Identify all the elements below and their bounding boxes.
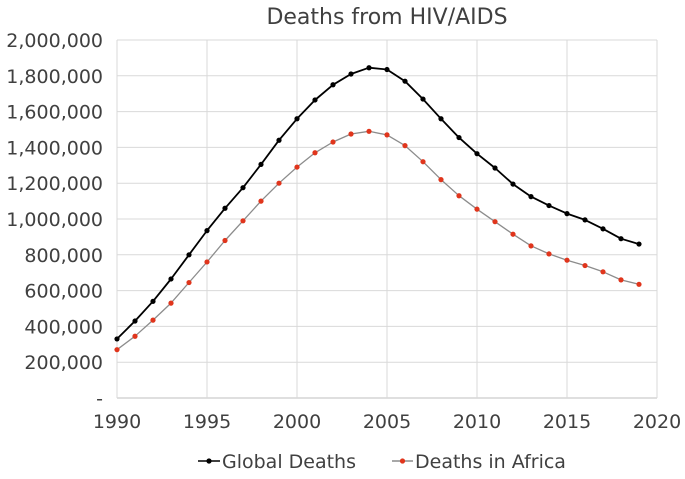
y-tick-label: 1,400,000 — [6, 137, 103, 159]
data-point — [546, 251, 552, 257]
data-point — [294, 164, 300, 170]
data-point — [510, 231, 516, 237]
x-tick-label: 2010 — [453, 411, 501, 433]
data-point — [474, 206, 480, 212]
data-point — [438, 177, 444, 183]
y-tick-label: 1,600,000 — [6, 102, 103, 124]
data-point — [312, 97, 318, 103]
y-tick-label: 1,800,000 — [6, 66, 103, 88]
data-point — [510, 181, 516, 187]
y-tick-label: 200,000 — [24, 352, 103, 374]
data-point — [384, 66, 390, 73]
data-point — [168, 276, 174, 282]
data-point — [294, 116, 300, 122]
x-tick-label: 2000 — [273, 411, 321, 433]
data-point — [132, 318, 138, 324]
data-point — [582, 217, 588, 223]
data-point — [564, 257, 570, 263]
data-point — [618, 236, 624, 242]
y-tick-label: - — [96, 388, 103, 410]
data-point — [312, 150, 318, 156]
data-point — [258, 161, 264, 168]
y-tick-label: 1,000,000 — [6, 209, 103, 231]
data-point — [258, 198, 264, 204]
data-point — [366, 128, 372, 134]
data-point — [240, 185, 246, 191]
series-line — [116, 130, 640, 351]
data-point — [636, 241, 642, 247]
data-point — [132, 333, 138, 339]
x-tick-label: 2020 — [633, 411, 681, 433]
y-tick-label: 2,000,000 — [6, 30, 103, 52]
data-point — [366, 65, 372, 71]
data-point — [420, 159, 426, 165]
data-point — [240, 218, 246, 224]
data-point — [600, 226, 606, 232]
data-point — [330, 139, 336, 145]
data-point — [348, 71, 354, 77]
gridlines — [116, 39, 658, 399]
data-point — [600, 269, 606, 275]
data-point — [186, 252, 192, 258]
chart-title: Deaths from HIV/AIDS — [266, 5, 507, 30]
data-point — [618, 277, 624, 283]
data-point — [492, 165, 498, 171]
data-point — [222, 205, 228, 211]
data-point — [276, 180, 282, 186]
data-point — [168, 300, 174, 306]
x-tick-label: 1990 — [93, 411, 141, 433]
legend-item: Global Deaths — [198, 451, 356, 473]
data-point — [276, 137, 282, 143]
y-tick-label: 400,000 — [24, 316, 103, 338]
data-point — [456, 193, 462, 199]
legend-label: Deaths in Africa — [415, 451, 566, 473]
series — [114, 65, 642, 353]
data-point — [582, 262, 588, 269]
x-tick-label: 2015 — [543, 411, 591, 433]
data-point — [222, 237, 228, 244]
data-point — [150, 298, 156, 304]
y-tick-label: 800,000 — [24, 245, 103, 267]
legend-marker — [206, 458, 212, 464]
data-point — [348, 131, 354, 137]
data-point — [114, 336, 120, 342]
data-point — [546, 202, 552, 209]
data-point — [402, 143, 408, 149]
data-point — [402, 78, 408, 84]
legend: Global Deaths Deaths in Africa — [198, 451, 566, 473]
data-point — [636, 281, 642, 287]
data-point — [474, 151, 480, 157]
data-point — [492, 219, 498, 225]
data-point — [114, 347, 120, 353]
data-point — [186, 279, 192, 286]
series-line — [116, 66, 640, 340]
data-point — [204, 259, 210, 265]
data-point — [330, 82, 336, 88]
data-point — [528, 194, 534, 200]
y-tick-label: 1,200,000 — [6, 173, 103, 195]
data-point — [384, 132, 390, 138]
legend-label: Global Deaths — [222, 451, 356, 473]
legend-item: Deaths in Africa — [392, 451, 566, 473]
axes: - 200,000 400,000 600,000 800,000 1,000,000 1,… — [6, 30, 681, 433]
data-point — [564, 211, 570, 217]
data-point — [420, 96, 426, 102]
x-tick-label: 2005 — [363, 411, 411, 433]
x-tick-label: 1995 — [183, 411, 231, 433]
legend-marker — [399, 458, 406, 464]
data-point — [204, 228, 210, 234]
data-point — [456, 134, 462, 141]
data-point — [438, 116, 444, 122]
data-point — [150, 317, 156, 323]
y-tick-label: 600,000 — [24, 281, 103, 303]
data-point — [528, 243, 534, 249]
